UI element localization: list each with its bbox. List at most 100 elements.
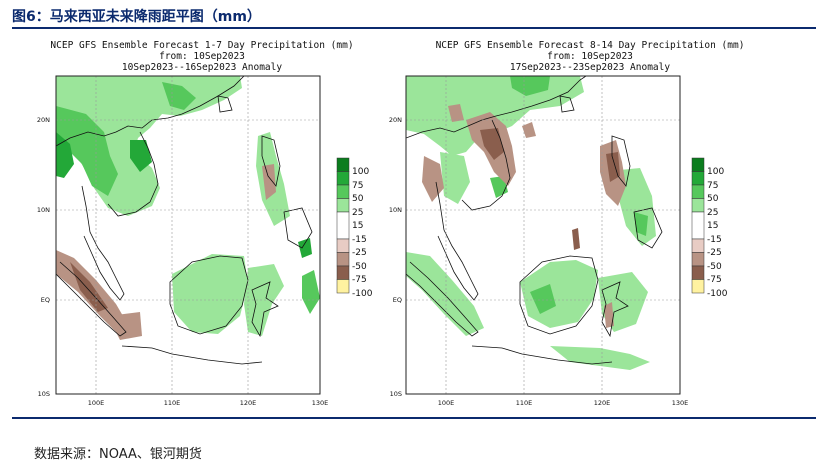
map-subtitle-period: 10Sep2023--16Sep2023 Anomaly <box>121 62 283 73</box>
legend-swatch <box>336 184 350 199</box>
map-title: NCEP GFS Ensemble Forecast 1-7 Day Preci… <box>50 40 354 51</box>
coastline <box>406 261 479 337</box>
anomaly-area <box>302 270 320 314</box>
legend-label: -15 <box>352 235 367 245</box>
legend-label: 50 <box>352 194 364 204</box>
legend-swatch <box>691 171 705 186</box>
anomaly-area <box>522 122 536 138</box>
anomaly-area <box>448 104 464 122</box>
color-legend: 100 75 50 25 15 -15 -25 -50 -75 -100 <box>336 157 373 299</box>
lat-label: 10S <box>38 390 50 398</box>
legend-label: 75 <box>352 181 363 191</box>
coastline <box>406 76 587 139</box>
lon-label: 100E <box>438 399 455 407</box>
legend-swatch <box>336 265 350 280</box>
legend-swatch <box>336 198 350 213</box>
legend-swatch <box>336 238 350 253</box>
map-subtitle-period: 17Sep2023--23Sep2023 Anomaly <box>509 62 671 73</box>
legend-label: -100 <box>352 289 373 299</box>
legend-label: 75 <box>707 181 718 191</box>
lat-label: 10S <box>390 390 402 398</box>
coastline <box>81 185 125 301</box>
anomaly-area <box>130 140 152 172</box>
anomaly-area <box>480 128 504 160</box>
legend-swatch <box>691 211 705 240</box>
figure-title: 图6：马来西亚未来降雨距平图（mm） <box>12 9 261 25</box>
anomaly-area <box>56 106 118 196</box>
legend-label: -50 <box>352 262 367 272</box>
legend-label: -15 <box>707 235 722 245</box>
anomaly-area <box>262 164 276 200</box>
lat-label: 20N <box>389 116 402 124</box>
coastline <box>519 255 599 335</box>
legend-label: 50 <box>707 194 719 204</box>
anomaly-area <box>510 76 550 96</box>
legend-swatch <box>336 279 350 294</box>
coastline <box>471 345 613 365</box>
map-subtitle-from: from: 10Sep2023 <box>159 51 245 62</box>
map-panel-week1: NCEP GFS Ensemble Forecast 1-7 Day Preci… <box>12 36 407 412</box>
anomaly-area <box>422 156 444 202</box>
legend-label: -50 <box>707 262 722 272</box>
coastline <box>435 181 479 301</box>
coastline <box>283 207 313 249</box>
anomaly-area <box>70 262 108 312</box>
legend-label: 100 <box>352 167 369 177</box>
lat-label: 10N <box>389 206 402 214</box>
coastline <box>633 207 663 249</box>
legend-label: 25 <box>352 208 363 218</box>
data-source: 数据来源：NOAA、银河期货 <box>34 447 202 462</box>
anomaly-area <box>530 284 556 314</box>
lon-label: 130E <box>312 399 329 407</box>
footer-rule <box>12 417 816 419</box>
coastline <box>559 95 575 113</box>
lat-label: 20N <box>37 116 50 124</box>
gridlines <box>406 76 680 394</box>
coastline <box>56 76 245 147</box>
lat-label: 10N <box>37 206 50 214</box>
legend-label: -75 <box>352 275 367 285</box>
legend-label: 100 <box>707 167 724 177</box>
title-rule <box>12 27 816 29</box>
legend-swatch <box>691 184 705 199</box>
lat-label: EQ <box>41 296 50 304</box>
legend-label: 15 <box>352 221 363 231</box>
legend-swatch <box>691 252 705 267</box>
precip-anomaly-map: 20N 10N EQ 10S 100E 110E 120E 130E 100 7… <box>389 75 728 407</box>
anomaly-area <box>550 346 650 370</box>
coastline <box>261 135 281 187</box>
legend-label: -25 <box>707 248 722 258</box>
coastline <box>217 95 233 113</box>
anomaly-area <box>440 152 470 204</box>
anomaly-area <box>634 212 648 236</box>
legend-swatch <box>691 157 705 172</box>
legend-label: -25 <box>352 248 367 258</box>
anomaly-area <box>298 238 312 258</box>
legend-swatch <box>336 171 350 186</box>
color-legend: 100 75 50 25 15 -15 -25 -50 -75 -100 <box>691 157 728 299</box>
coastline <box>251 281 279 338</box>
precip-anomaly-map: 20N 10N EQ 10S 100E 110E 120E 130E 100 7… <box>37 75 373 407</box>
map-panel-week2: NCEP GFS Ensemble Forecast 8-14 Day Prec… <box>389 36 795 412</box>
lon-label: 110E <box>516 399 533 407</box>
lon-label: 100E <box>88 399 105 407</box>
coastline <box>611 135 631 187</box>
map-title: NCEP GFS Ensemble Forecast 8-14 Day Prec… <box>435 40 745 51</box>
coastline <box>169 255 249 335</box>
lon-label: 130E <box>672 399 689 407</box>
anomaly-area <box>606 152 620 182</box>
legend-swatch <box>336 157 350 172</box>
anomaly-area <box>604 302 614 328</box>
coastline <box>107 131 159 217</box>
legend-swatch <box>691 279 705 294</box>
anomaly-area <box>572 228 580 250</box>
legend-swatch <box>691 265 705 280</box>
legend-label: 25 <box>707 208 718 218</box>
lon-label: 110E <box>164 399 181 407</box>
anomaly-area <box>172 254 248 334</box>
map-subtitle-from: from: 10Sep2023 <box>547 51 633 62</box>
lon-label: 120E <box>240 399 257 407</box>
anomaly-area <box>162 82 196 110</box>
coastline <box>461 119 511 211</box>
legend-label: -100 <box>707 289 728 299</box>
